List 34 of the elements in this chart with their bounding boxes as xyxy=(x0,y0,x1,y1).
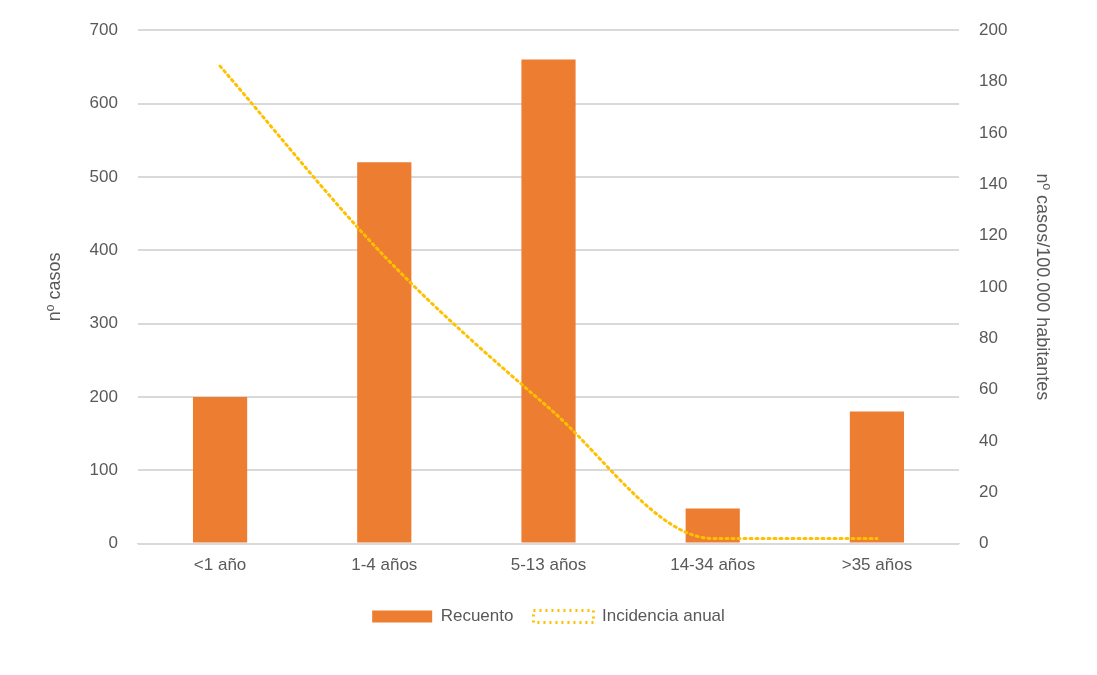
bar xyxy=(192,396,248,543)
x-tick-label: 1-4 años xyxy=(351,555,418,575)
bar xyxy=(849,411,905,543)
y2-tick-label: 20 xyxy=(979,481,998,501)
x-tick-label: 5-13 años xyxy=(510,555,587,575)
y-axis-title: nº casos xyxy=(43,252,64,322)
x-tick-label: >35 años xyxy=(841,555,913,575)
y2-tick-label: 0 xyxy=(979,533,989,553)
y-tick-label: 400 xyxy=(89,239,118,259)
x-tick-label: <1 año xyxy=(193,555,247,575)
y-tick-label: 700 xyxy=(89,19,118,39)
bar xyxy=(685,508,740,543)
y-tick-label: 500 xyxy=(89,166,118,186)
y2-tick-label: 120 xyxy=(979,225,1008,245)
y-tick-label: 600 xyxy=(89,93,118,113)
y2-tick-label: 80 xyxy=(979,327,998,347)
legend-label: Recuento xyxy=(440,606,514,626)
legend-label: Incidencia anual xyxy=(601,606,725,626)
y-tick-label: 300 xyxy=(89,313,118,333)
y-tick-label: 100 xyxy=(89,459,118,479)
y2-tick-label: 40 xyxy=(979,430,998,450)
y2-tick-label: 200 xyxy=(979,19,1008,39)
y2-axis-title: nº casos/100.000 habitantes xyxy=(1033,173,1054,401)
y2-tick-label: 180 xyxy=(979,71,1008,91)
y2-tick-label: 100 xyxy=(979,276,1008,296)
y2-tick-label: 60 xyxy=(979,379,998,399)
y-tick-label: 200 xyxy=(89,386,118,406)
bar xyxy=(521,59,576,543)
x-tick-label: 14-34 años xyxy=(670,555,756,575)
y-tick-label: 0 xyxy=(108,533,118,553)
y2-tick-label: 140 xyxy=(979,173,1008,193)
y2-tick-label: 160 xyxy=(979,122,1008,142)
bar xyxy=(357,162,412,543)
line-series xyxy=(218,64,879,540)
